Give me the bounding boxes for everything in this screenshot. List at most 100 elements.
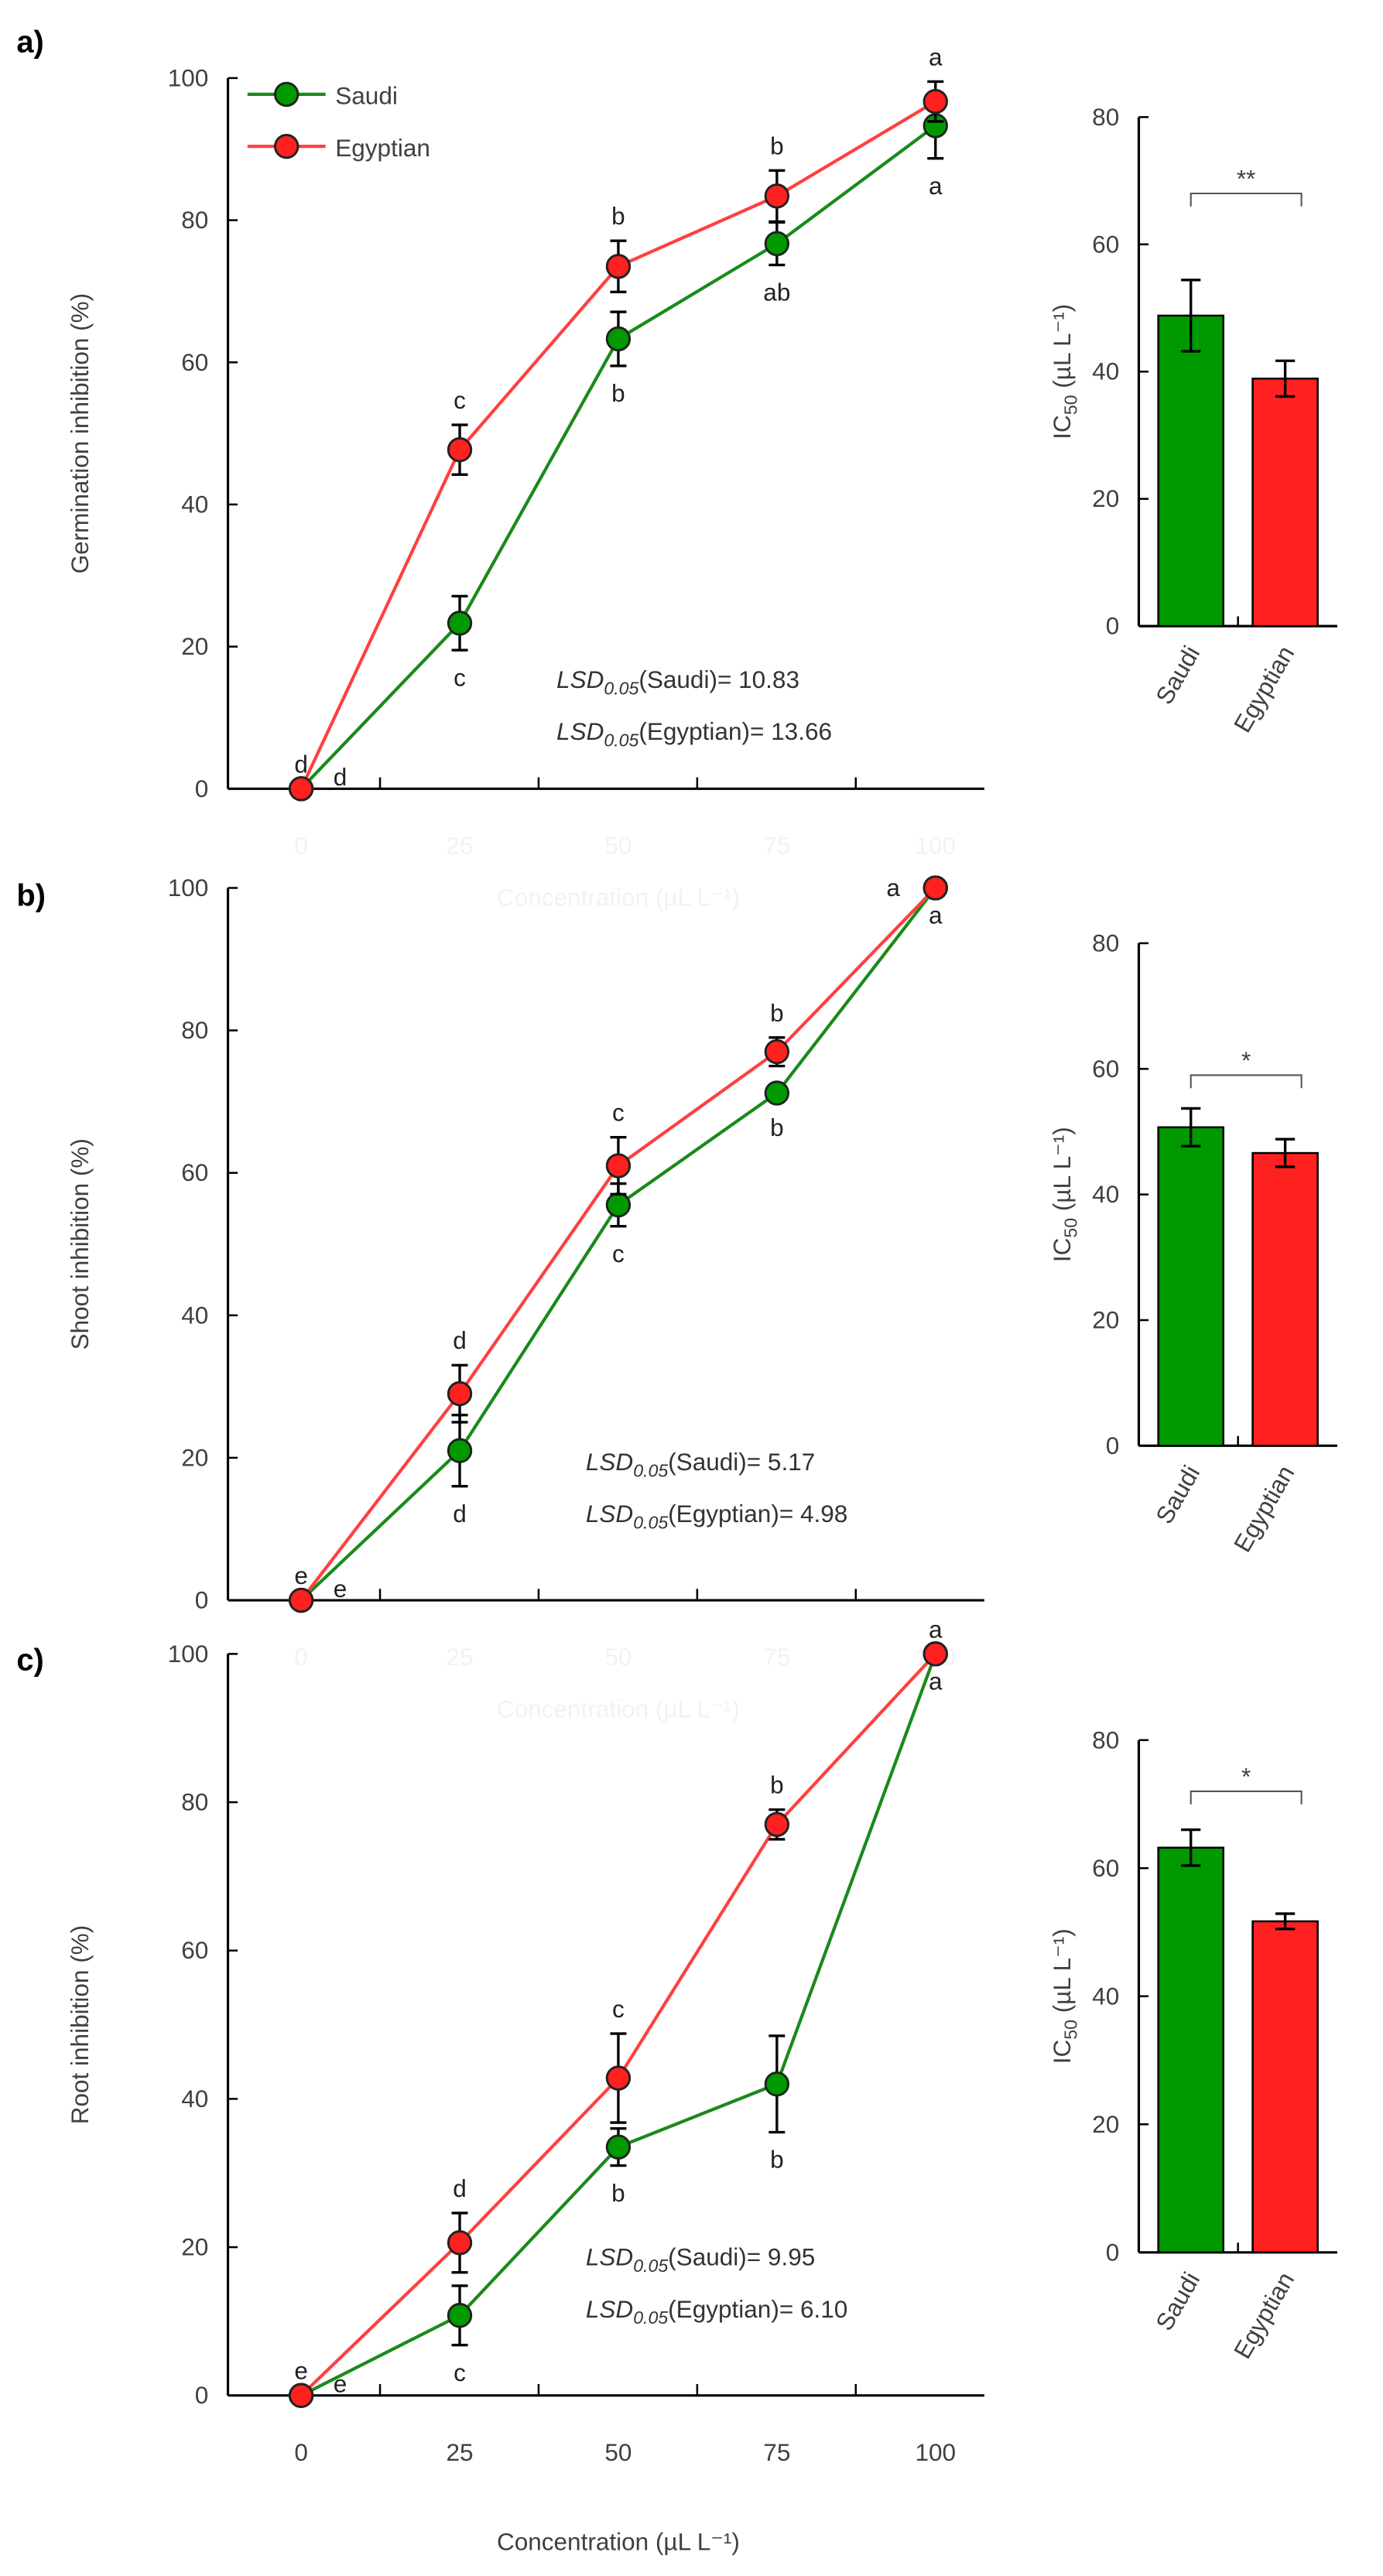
significance-letter: c xyxy=(612,1099,625,1127)
bar-category-label: Egyptian xyxy=(1228,641,1300,737)
significance-letter: d xyxy=(294,750,308,778)
data-point-saudi xyxy=(764,1080,790,1106)
lsd-prefix: LSD xyxy=(586,1500,633,1527)
ic-sub: 50 xyxy=(1061,2020,1081,2040)
bar-y-tick-label: 80 xyxy=(1092,103,1119,131)
data-point-egyptian xyxy=(923,1641,948,1667)
x-tick-label: 100 xyxy=(915,831,956,859)
data-point-egyptian xyxy=(764,183,790,209)
lsd-subscript: 0.05 xyxy=(604,730,638,751)
significance-letter: b xyxy=(770,2146,784,2174)
legend: Saudi Egyptian xyxy=(247,81,430,162)
y-axis-label: Root inhibition (%) xyxy=(66,1925,94,2124)
data-point-saudi xyxy=(764,231,790,257)
data-point-egyptian xyxy=(764,1811,790,1837)
x-tick-label: 0 xyxy=(294,2438,308,2466)
bar-category-label: Egyptian xyxy=(1228,2267,1300,2363)
significance-bracket xyxy=(1190,192,1303,207)
bar-y-tick-label: 80 xyxy=(1092,929,1119,956)
significance-letter: a xyxy=(929,172,943,200)
data-point-saudi xyxy=(605,1192,632,1218)
bar-y-tick-label: 0 xyxy=(1106,612,1120,640)
lsd-subscript: 0.05 xyxy=(633,1513,668,1533)
lsd-subscript: 0.05 xyxy=(633,2256,668,2276)
data-point-saudi xyxy=(447,611,473,636)
bar-y-tick-label: 40 xyxy=(1092,357,1119,385)
ic-sub: 50 xyxy=(1061,1218,1081,1238)
lsd-annotation: LSD0.05(Egyptian)= 13.66 xyxy=(556,717,832,750)
data-point-egyptian xyxy=(447,2230,473,2256)
ic-main: IC xyxy=(1048,415,1076,440)
bar-egyptian xyxy=(1251,1151,1319,1447)
bar-category-label: Saudi xyxy=(1150,2267,1205,2335)
lsd-annotation: LSD0.05(Saudi)= 5.17 xyxy=(586,1448,815,1480)
data-point-egyptian xyxy=(923,875,948,901)
significance-letter: d xyxy=(334,763,347,791)
significance-letter: c xyxy=(454,386,466,414)
y-tick-label: 0 xyxy=(195,775,209,802)
significance-letter: a xyxy=(929,43,943,70)
significance-letter: c xyxy=(454,2359,466,2386)
lsd-value: (Egyptian)= 4.98 xyxy=(668,1500,847,1527)
significance-letter: b xyxy=(770,1771,784,1799)
bar-y-axis-label: IC50 (µL L⁻¹) xyxy=(1048,304,1080,440)
bar-y-axis-label: IC50 (µL L⁻¹) xyxy=(1048,1127,1080,1262)
y-tick-label: 60 xyxy=(181,1936,208,1964)
data-point-egyptian xyxy=(288,2383,314,2408)
x-tick-label: 50 xyxy=(604,2438,632,2466)
y-tick-label: 80 xyxy=(181,1788,208,1816)
significance-letter: d xyxy=(453,1500,467,1527)
data-point-egyptian xyxy=(288,1587,314,1613)
ic50-bar-chart: 0 20 40 60 80 IC50 (µL L⁻¹) Saudi Egyptian * xyxy=(1048,1726,1337,2363)
y-tick-label: 40 xyxy=(181,490,208,518)
data-point-saudi xyxy=(447,2303,473,2328)
lsd-prefix: LSD xyxy=(586,2295,633,2323)
data-point-saudi xyxy=(605,326,632,352)
data-point-egyptian xyxy=(605,2065,632,2091)
data-point-egyptian xyxy=(605,1153,632,1179)
significance-letter: e xyxy=(294,2357,308,2385)
y-tick-label: 100 xyxy=(168,874,209,901)
bar-category-label: Saudi xyxy=(1150,1460,1205,1528)
significance-letter: b xyxy=(770,999,784,1027)
x-axis-label: Concentration (µL L⁻¹) xyxy=(497,2527,740,2555)
x-tick-label: 0 xyxy=(294,831,308,859)
bar-y-tick-label: 80 xyxy=(1092,1726,1119,1753)
significance-letter: b xyxy=(611,379,625,407)
y-tick-label: 20 xyxy=(181,2233,208,2261)
bar-egyptian xyxy=(1251,1920,1319,2254)
x-tick-label: 50 xyxy=(604,831,632,859)
x-tick-label: 25 xyxy=(446,1643,473,1671)
lsd-prefix: LSD xyxy=(586,2243,633,2271)
significance-bracket xyxy=(1190,1074,1303,1089)
data-point-egyptian xyxy=(288,776,314,802)
significance-letter: a xyxy=(929,1668,943,1695)
lsd-value: (Saudi)= 10.83 xyxy=(638,665,799,693)
bar-saudi xyxy=(1157,1846,1224,2254)
bar-saudi xyxy=(1157,1126,1224,1447)
significance-letter: b xyxy=(611,202,625,230)
lsd-value: (Saudi)= 9.95 xyxy=(668,2243,815,2271)
data-point-saudi xyxy=(605,2134,632,2160)
bar-saudi xyxy=(1157,314,1224,628)
x-tick-label: 25 xyxy=(446,831,473,859)
lsd-annotation: LSD0.05(Saudi)= 9.95 xyxy=(586,2243,815,2276)
significance-letter: c xyxy=(612,1240,625,1267)
lsd-prefix: LSD xyxy=(586,1448,633,1476)
lsd-value: (Saudi)= 5.17 xyxy=(668,1448,815,1476)
x-tick-label: 25 xyxy=(446,2438,473,2466)
lsd-annotation: LSD0.05(Egyptian)= 4.98 xyxy=(586,1500,847,1532)
ic50-bar-chart: 0 20 40 60 80 IC50 (µL L⁻¹) Saudi Egyptian * xyxy=(1048,929,1337,1557)
y-tick-label: 20 xyxy=(181,632,208,660)
x-tick-label: 0 xyxy=(294,1643,308,1671)
y-tick-label: 0 xyxy=(195,2381,209,2409)
panel-label: b) xyxy=(16,879,46,913)
bar-y-tick-label: 20 xyxy=(1092,1306,1119,1334)
significance-letter: a xyxy=(886,874,900,901)
significance-letter: a xyxy=(929,1615,943,1643)
lsd-subscript: 0.05 xyxy=(633,1460,668,1480)
ic50-bar-chart: 0 20 40 60 80 IC50 (µL L⁻¹) Saudi Egyptian ** xyxy=(1048,103,1337,737)
lsd-subscript: 0.05 xyxy=(604,678,638,698)
legend-marker-saudi xyxy=(274,81,300,108)
